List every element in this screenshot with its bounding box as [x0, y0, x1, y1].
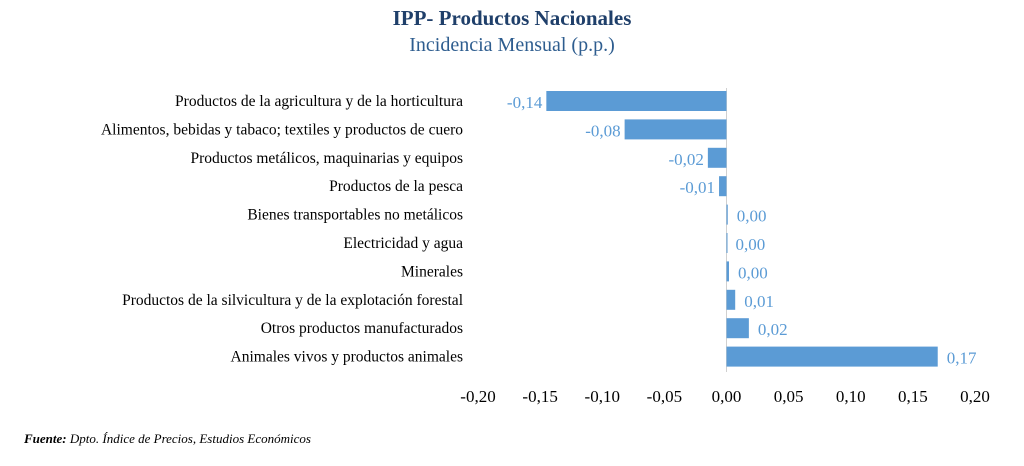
data-label: 0,01 — [744, 292, 774, 311]
data-label: -0,14 — [507, 93, 543, 112]
x-tick-label: 0,05 — [774, 387, 804, 406]
category-label: Alimentos, bebidas y tabaco; textiles y … — [101, 121, 463, 138]
category-label: Bienes transportables no metálicos — [247, 207, 463, 224]
bar — [726, 289, 736, 310]
bar — [719, 176, 727, 197]
category-label: Animales vivos y productos animales — [231, 349, 463, 366]
data-label: 0,02 — [758, 320, 788, 339]
source-text: Dpto. Índice de Precios, Estudios Económ… — [66, 431, 311, 446]
x-tick-label: -0,20 — [460, 387, 495, 406]
category-label: Productos de la pesca — [329, 178, 463, 195]
x-tick-label: 0,20 — [960, 387, 990, 406]
chart-subtitle: Incidencia Mensual (p.p.) — [409, 34, 615, 56]
category-label: Productos de la agricultura y de la hort… — [175, 93, 463, 110]
bar — [726, 261, 729, 282]
category-label: Productos de la silvicultura y de la exp… — [122, 292, 463, 309]
bar — [726, 204, 728, 225]
x-tick-label: -0,10 — [585, 387, 620, 406]
data-label: 0,00 — [736, 235, 766, 254]
data-label: -0,08 — [585, 121, 620, 140]
data-label: -0,02 — [668, 150, 703, 169]
category-label: Minerales — [401, 263, 463, 280]
data-label: 0,00 — [738, 263, 768, 282]
source-label: Fuente: — [24, 431, 67, 446]
x-tick-label: -0,15 — [522, 387, 557, 406]
x-tick-label: 0,15 — [898, 387, 928, 406]
source-note: Fuente: Dpto. Índice de Precios, Estudio… — [24, 431, 311, 447]
x-tick-label: 0,00 — [712, 387, 742, 406]
data-label: 0,17 — [947, 349, 977, 368]
x-tick-label: 0,10 — [836, 387, 866, 406]
data-label: -0,01 — [680, 178, 715, 197]
bar — [546, 91, 727, 111]
category-label: Productos metálicos, maquinarias y equip… — [191, 150, 464, 167]
bar — [707, 147, 727, 168]
chart-title: IPP- Productos Nacionales — [392, 6, 632, 30]
category-label: Electricidad y agua — [343, 235, 463, 252]
data-label: 0,00 — [737, 207, 767, 226]
x-tick-label: -0,05 — [647, 387, 682, 406]
bar — [726, 233, 728, 253]
bar — [726, 318, 749, 339]
bar — [726, 346, 938, 367]
category-label: Otros productos manufacturados — [261, 320, 463, 337]
bar — [624, 119, 727, 140]
